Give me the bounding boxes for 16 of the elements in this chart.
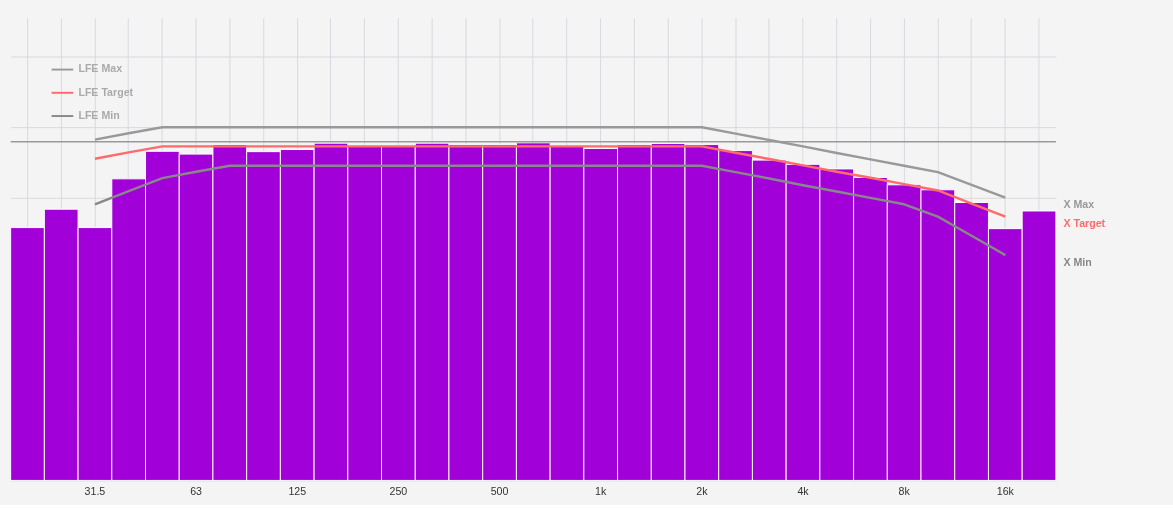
x-tick-label: 2k (696, 485, 709, 498)
x-tick-label: 8k (898, 485, 911, 498)
text: X Min (1063, 255, 1092, 268)
x-tick-label: 125 (288, 485, 307, 498)
x-tick-label: 250 (389, 485, 408, 498)
x-tick-label: 63 (190, 485, 203, 498)
x-tick-label: 4k (797, 485, 810, 498)
x-tick-label: 500 (490, 485, 509, 498)
text: X Target (1063, 217, 1106, 230)
legend-label: LFE Target (78, 85, 134, 98)
x-tick-label: 1k (595, 485, 607, 498)
x-tick-label: 31.5 (84, 485, 106, 498)
legend-label: LFE Min (78, 108, 120, 121)
text: X Max (1063, 198, 1095, 211)
legend-label: LFE Max (78, 62, 123, 75)
x-tick-label: 16k (996, 485, 1015, 498)
